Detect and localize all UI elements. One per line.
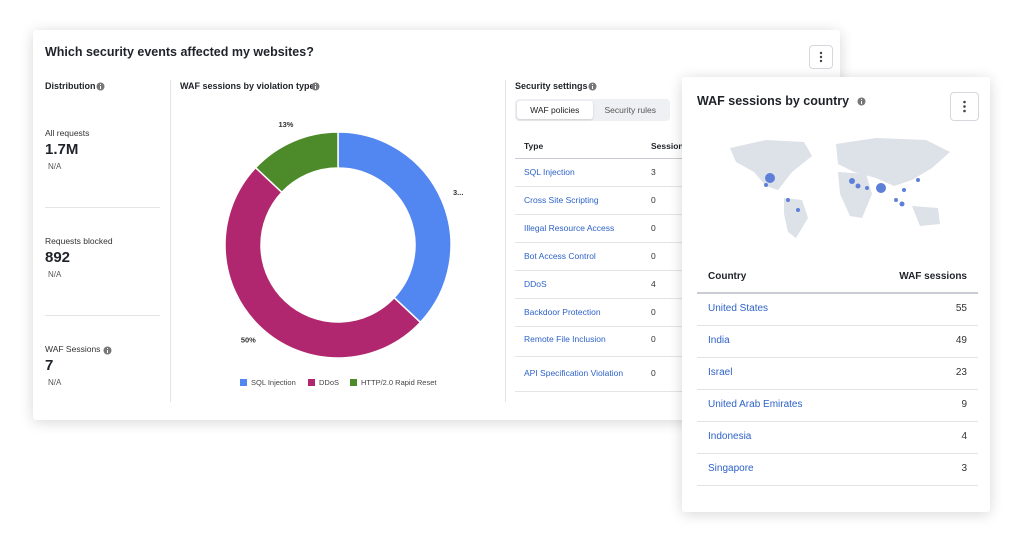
row-value: 0 (651, 368, 656, 378)
row-value: 4 (651, 279, 656, 289)
row-value: 0 (651, 251, 656, 261)
donut-chart: 3... 50% 13% SQL Injection DDoS HTTP/2.0 Rapi… (224, 120, 463, 387)
column-header: Sessions (651, 141, 689, 151)
info-icon (311, 82, 320, 91)
stat-value: 1.7M (45, 141, 79, 158)
donut-segment (224, 166, 422, 359)
row-link[interactable]: United States (708, 303, 769, 314)
row-link[interactable]: SQL Injection (524, 167, 575, 177)
row-value: 3 (961, 463, 967, 474)
section-title: Security settings (515, 81, 588, 91)
legend-label: HTTP/2.0 Rapid Reset (361, 378, 437, 387)
legend-swatch (240, 379, 247, 386)
row-link[interactable]: Cross Site Scripting (524, 195, 599, 205)
row-link[interactable]: Singapore (708, 463, 754, 474)
stat-label: WAF Sessions (45, 344, 101, 354)
row-divider (515, 298, 685, 299)
row-divider (697, 357, 978, 358)
divider (45, 207, 160, 208)
data-label: 13% (278, 120, 293, 129)
data-label: 3... (453, 188, 463, 197)
stat-note: N/A (48, 270, 62, 279)
row-divider (697, 485, 978, 486)
tab[interactable]: WAF policies (517, 101, 593, 119)
row-link[interactable]: Illegal Resource Access (524, 223, 615, 233)
row-divider (697, 325, 978, 326)
stat-note: N/A (48, 378, 62, 387)
row-value: 9 (961, 399, 967, 410)
stat-value: 7 (45, 357, 54, 374)
donut-segment (337, 131, 452, 324)
column-header: Type (524, 141, 544, 151)
legend-swatch (350, 379, 357, 386)
stat-value: 892 (45, 249, 71, 266)
menu-button[interactable] (950, 92, 979, 121)
kebab-icon (963, 100, 966, 113)
legend-label: DDoS (319, 378, 339, 387)
info-icon (103, 346, 112, 355)
row-link[interactable]: Remote File Inclusion (524, 334, 606, 344)
row-link[interactable]: United Arab Emirates (708, 399, 803, 410)
row-value: 0 (651, 307, 656, 317)
kebab-icon (819, 51, 823, 63)
data-label: 50% (241, 335, 256, 344)
row-link[interactable]: India (708, 335, 730, 346)
column-header: Country (708, 271, 747, 282)
row-divider (515, 242, 685, 243)
divider (170, 80, 171, 402)
tab[interactable]: Security rules (604, 105, 657, 115)
stat-note: N/A (48, 162, 62, 171)
row-divider (515, 391, 685, 392)
stat-label: All requests (45, 128, 90, 138)
row-divider (515, 214, 685, 215)
card-title: WAF sessions by country (697, 94, 850, 108)
divider (505, 80, 506, 402)
row-link[interactable]: Bot Access Control (524, 251, 596, 261)
row-link[interactable]: DDoS (524, 279, 547, 289)
row-value: 3 (651, 167, 656, 177)
world-map (730, 138, 950, 238)
tabs: WAF policies Security rules (515, 99, 670, 121)
row-divider (515, 356, 685, 357)
row-value: 4 (961, 431, 967, 442)
column-header: WAF sessions (899, 271, 967, 282)
row-link[interactable]: Israel (708, 367, 733, 378)
stat-label: Requests blocked (45, 236, 113, 246)
info-icon (96, 82, 105, 91)
row-divider (697, 421, 978, 422)
row-value: 55 (955, 303, 967, 314)
divider (45, 315, 160, 316)
row-divider (515, 186, 685, 187)
donut-segment (254, 131, 339, 194)
row-divider (515, 158, 685, 159)
row-link[interactable]: Indonesia (708, 431, 752, 442)
row-divider (515, 325, 685, 327)
card-title: Which security events affected my websit… (45, 45, 314, 59)
row-link[interactable]: API Specification Violation (524, 368, 624, 378)
section-title: Distribution (45, 81, 96, 91)
row-divider (697, 389, 978, 390)
row-divider (697, 453, 978, 454)
row-value: 0 (651, 195, 656, 205)
legend-swatch (308, 379, 315, 386)
row-divider (697, 292, 978, 294)
menu-button[interactable] (809, 45, 833, 69)
row-link[interactable]: Backdoor Protection (524, 307, 601, 317)
section-title: WAF sessions by violation type (180, 81, 315, 91)
row-divider (515, 270, 685, 271)
info-icon (857, 97, 866, 106)
row-value: 49 (955, 335, 967, 346)
info-icon (588, 82, 597, 91)
row-value: 23 (955, 367, 967, 378)
row-value: 0 (651, 223, 656, 233)
legend-label: SQL Injection (251, 378, 296, 387)
row-value: 0 (651, 334, 656, 344)
